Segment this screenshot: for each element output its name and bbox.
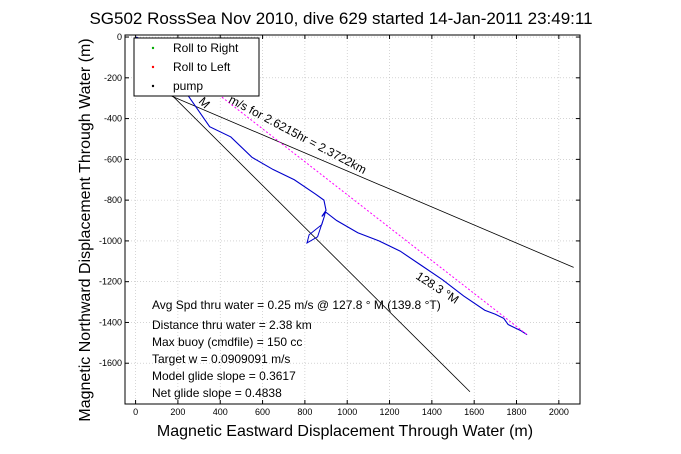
x-tick-label: 1600 bbox=[464, 407, 484, 417]
y-tick-label: -400 bbox=[104, 114, 122, 124]
y-tick-label: -200 bbox=[104, 73, 122, 83]
y-tick-label: -1600 bbox=[99, 358, 122, 368]
legend: Roll to Right Roll to Left pump bbox=[133, 37, 260, 97]
legend-marker-roll-right bbox=[151, 46, 155, 50]
legend-label-roll-right: Roll to Right bbox=[173, 41, 239, 55]
y-tick-label: -1000 bbox=[99, 236, 122, 246]
ticks: 0 200 400 600 800 1000 1200 1400 1600 1800 2000 0 -2… bbox=[99, 32, 580, 417]
x-tick-label: 1200 bbox=[380, 407, 400, 417]
axes-box bbox=[124, 34, 581, 405]
x-tick-label: 1400 bbox=[422, 407, 442, 417]
x-tick-label: 200 bbox=[170, 407, 185, 417]
annotation-max-buoy: Max buoy (cmdfile) = 150 cc bbox=[152, 335, 302, 349]
legend-marker-pump bbox=[151, 84, 155, 88]
series-line-course-line bbox=[152, 42, 528, 336]
annotation-target-w: Target w = 0.0909091 m/s bbox=[152, 352, 290, 366]
y-tick-label: -800 bbox=[104, 195, 122, 205]
series-group bbox=[135, 36, 528, 336]
legend-box bbox=[133, 37, 260, 97]
legend-label-pump: pump bbox=[173, 79, 203, 93]
x-tick-label: 600 bbox=[255, 407, 270, 417]
legend-label-roll-left: Roll to Left bbox=[173, 60, 231, 74]
x-tick-label: 2000 bbox=[549, 407, 569, 417]
y-tick-label: -1400 bbox=[99, 317, 122, 327]
x-tick-label: 0 bbox=[133, 407, 138, 417]
y-axis-label: Magnetic Northward Displacement Through … bbox=[77, 38, 94, 421]
series-line-track bbox=[135, 36, 528, 336]
annotation-avg-speed: Avg Spd thru water = 0.25 m/s @ 127.8 ° … bbox=[152, 298, 441, 312]
y-tick-label: -600 bbox=[104, 154, 122, 164]
x-tick-label: 1000 bbox=[337, 407, 357, 417]
stats-annotations: Avg Spd thru water = 0.25 m/s @ 127.8 ° … bbox=[152, 298, 441, 400]
x-axis-label: Magnetic Eastward Displacement Through W… bbox=[157, 423, 533, 440]
guide-line bbox=[147, 71, 471, 393]
legend-marker-roll-left bbox=[151, 65, 155, 69]
guide-line bbox=[152, 87, 574, 268]
guide-lines bbox=[147, 71, 574, 393]
chart-title: SG502 RossSea Nov 2010, dive 629 started… bbox=[89, 9, 592, 28]
y-tick-label: 0 bbox=[117, 32, 122, 42]
x-tick-label: 800 bbox=[297, 407, 312, 417]
annotation-distance: Distance thru water = 2.38 km bbox=[152, 318, 312, 332]
x-tick-label: 400 bbox=[213, 407, 228, 417]
x-tick-label: 1800 bbox=[506, 407, 526, 417]
y-tick-label: -1200 bbox=[99, 277, 122, 287]
track-loop bbox=[306, 214, 326, 244]
annotation-net-glide: Net glide slope = 0.4838 bbox=[152, 386, 282, 400]
annotation-model-glide: Model glide slope = 0.3617 bbox=[152, 369, 296, 383]
